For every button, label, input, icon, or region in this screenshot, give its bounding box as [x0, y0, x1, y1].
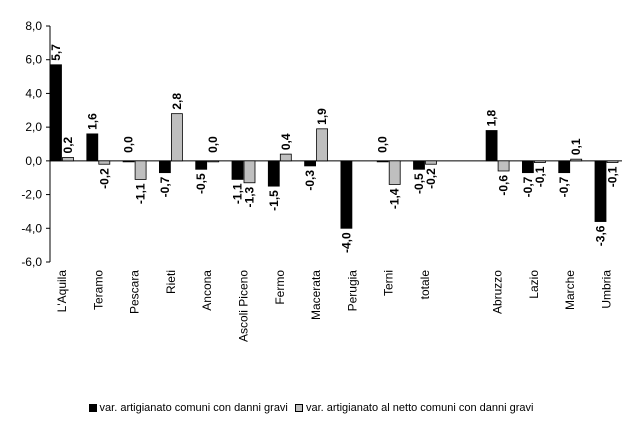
bar: [485, 130, 498, 162]
data-label: -1,1: [231, 183, 245, 204]
y-tick-label: -6,0: [21, 255, 42, 269]
data-label: 0,2: [61, 136, 75, 153]
bar: [62, 157, 74, 162]
data-label: 0,0: [376, 136, 390, 153]
data-label: -1,4: [388, 188, 402, 209]
data-label: -0,7: [158, 176, 172, 197]
legend-item-series-2: var. artigianato al netto comuni con dan…: [294, 402, 534, 414]
legend-label-series-1: var. artigianato comuni con danni gravi: [99, 402, 288, 414]
x-tick-label: Rieti: [164, 270, 178, 294]
data-label: -0,6: [497, 175, 511, 196]
y-tick-label: 0,0: [25, 154, 42, 168]
legend-label-series-2: var. artigianato al netto comuni con dan…: [305, 402, 534, 414]
data-label: -0,1: [533, 166, 547, 187]
x-tick-label: Fermo: [273, 270, 287, 305]
data-label: 1,9: [315, 108, 329, 125]
data-label: 0,0: [122, 136, 136, 153]
data-label: -4,0: [339, 232, 353, 253]
data-label: 0,1: [569, 138, 583, 155]
data-label: 2,8: [170, 93, 184, 110]
y-tick-label: -2,0: [21, 188, 42, 202]
bar: [195, 160, 208, 170]
bar: [267, 160, 280, 187]
data-label: 0,4: [279, 133, 293, 150]
bar: [231, 160, 244, 180]
data-label: -0,5: [194, 173, 208, 194]
bar: [243, 160, 256, 184]
data-label: -1,3: [243, 186, 257, 207]
bar: [534, 160, 546, 163]
y-tick-label: 2,0: [25, 120, 42, 134]
data-label: -1,5: [267, 190, 281, 211]
bar: [122, 160, 135, 163]
bar: [522, 160, 534, 174]
y-tick-label: 8,0: [25, 19, 42, 33]
x-tick-label: Marche: [563, 270, 577, 310]
bar: [413, 160, 425, 170]
data-label: -1,1: [134, 183, 148, 204]
x-tick-label: totale: [418, 270, 432, 300]
bar: [98, 160, 111, 165]
bar: [594, 160, 607, 222]
legend: var. artigianato comuni con danni gravi …: [0, 402, 622, 415]
bar: [340, 160, 353, 229]
legend-swatch-series-1: [88, 404, 97, 412]
data-label: -0,1: [606, 166, 620, 187]
data-label: 0,0: [206, 136, 220, 153]
data-label: -3,6: [594, 225, 608, 246]
bar: [50, 64, 62, 162]
legend-item-series-1: var. artigianato comuni con danni gravi: [88, 402, 288, 414]
bar: [158, 160, 171, 174]
bar: [388, 160, 401, 185]
data-label: -0,2: [97, 168, 111, 189]
bar: [207, 160, 220, 163]
bar: [316, 128, 329, 162]
bar: [558, 160, 571, 174]
bar: [376, 160, 389, 163]
y-tick-label: -4,0: [21, 221, 42, 235]
x-tick-label: Umbria: [600, 270, 614, 309]
x-tick-label: Abruzzo: [491, 270, 505, 314]
bar: [170, 113, 183, 162]
data-label: 1,6: [85, 113, 99, 130]
x-tick-label: Pescara: [128, 270, 142, 314]
x-tick-label: Macerata: [309, 270, 323, 320]
x-tick-label: Perugia: [345, 270, 359, 312]
data-label: -0,5: [412, 173, 426, 194]
legend-swatch-series-2: [294, 404, 303, 412]
data-label: -0,2: [424, 168, 438, 189]
x-tick-label: Teramo: [91, 270, 105, 310]
x-tick-label: Terni: [382, 270, 396, 296]
x-tick-label: L'Aquila: [55, 270, 69, 313]
data-label: -0,3: [303, 170, 317, 191]
bar: [86, 133, 99, 162]
data-label: -0,7: [557, 176, 571, 197]
bar: [134, 160, 147, 180]
x-tick-label: Lazio: [527, 270, 541, 299]
bar: [425, 160, 437, 165]
bar: [497, 160, 510, 172]
y-tick-label: 6,0: [25, 53, 42, 67]
bar: [279, 153, 292, 162]
y-tick-label: 4,0: [25, 86, 42, 100]
bar: [570, 158, 583, 162]
data-label: -0,7: [521, 176, 535, 197]
data-label: 1,8: [485, 110, 499, 127]
data-label: 5,7: [49, 44, 63, 61]
x-tick-label: Ascoli Piceno: [237, 270, 251, 342]
bar: [304, 160, 317, 167]
x-tick-label: Ancona: [200, 270, 214, 311]
bar: [606, 160, 619, 163]
